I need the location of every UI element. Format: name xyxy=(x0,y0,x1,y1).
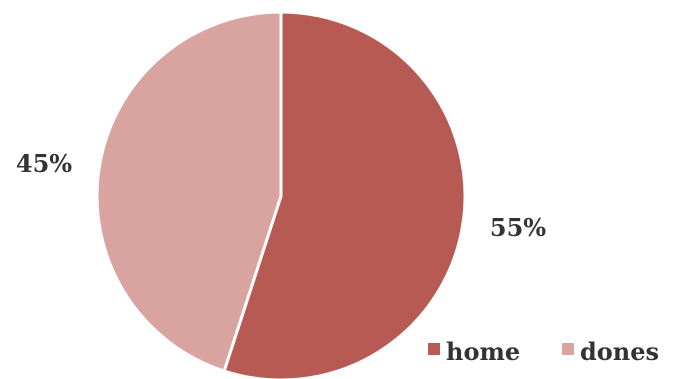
pie-labels: 55% 45% xyxy=(16,149,546,242)
pie-slice-dones xyxy=(95,10,283,373)
chart-legend: home dones xyxy=(428,337,659,366)
data-label-dones: 45% xyxy=(16,149,72,178)
legend-label-dones: dones xyxy=(580,337,659,366)
pie-slice-home xyxy=(222,10,467,379)
pie-slices xyxy=(95,10,467,379)
legend-label-home: home xyxy=(446,337,520,366)
data-label-home: 55% xyxy=(490,213,546,242)
legend-swatch-dones xyxy=(562,343,574,355)
legend-swatch-home xyxy=(428,343,440,355)
